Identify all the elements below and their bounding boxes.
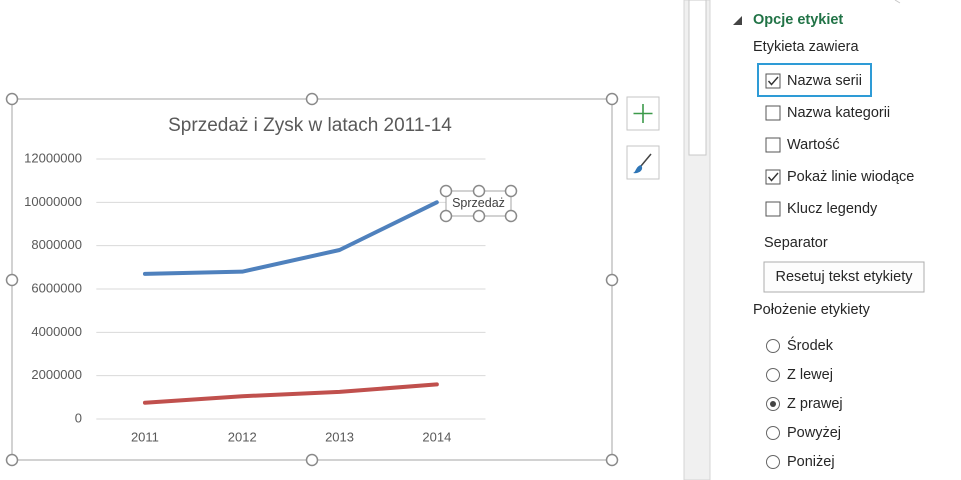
checkbox[interactable]: [765, 201, 781, 217]
chart-handle[interactable]: [5, 92, 19, 106]
y-tick-label: 12000000: [24, 150, 82, 165]
label-handle[interactable]: [504, 184, 518, 198]
label-handle[interactable]: [439, 184, 453, 198]
add-element-button[interactable]: [626, 96, 660, 131]
chart-handle[interactable]: [5, 273, 19, 287]
checkbox-label: Nazwa serii: [787, 73, 862, 89]
radio[interactable]: [766, 339, 780, 353]
y-tick-label: 0: [75, 410, 82, 425]
style-button[interactable]: [626, 145, 660, 180]
collapse-triangle[interactable]: [733, 16, 742, 25]
checkbox[interactable]: [765, 137, 781, 153]
focus-box: [757, 63, 872, 97]
label-handle[interactable]: [472, 184, 486, 198]
series-line[interactable]: [142, 382, 439, 405]
tab-edge: [894, 0, 901, 4]
checkbox-label: Pokaż linie wiodące: [787, 169, 914, 185]
chart-handle[interactable]: [605, 273, 619, 287]
radio-label: Środek: [787, 336, 834, 354]
x-tick-label: 2014: [422, 429, 451, 444]
x-tick-label: 2012: [228, 429, 257, 444]
label-handle[interactable]: [504, 209, 518, 223]
chart-handle[interactable]: [305, 453, 319, 467]
check-mark: [767, 172, 779, 182]
checkbox[interactable]: [765, 105, 781, 121]
chart-handle[interactable]: [5, 453, 19, 467]
label-handle[interactable]: [439, 209, 453, 223]
reset-button[interactable]: [763, 261, 925, 293]
checkbox-label: Nazwa kategorii: [787, 105, 890, 121]
radio-label: Powyżej: [787, 425, 841, 441]
label-handle[interactable]: [472, 209, 486, 223]
checkbox-label: Wartość: [787, 137, 840, 153]
x-tick-label: 2011: [131, 429, 159, 444]
radio-label: Z lewej: [787, 367, 833, 383]
radio-dot: [770, 401, 776, 407]
y-tick-label: 2000000: [31, 367, 82, 382]
contains-heading: Etykieta zawiera: [753, 39, 860, 55]
checkbox[interactable]: [765, 73, 781, 89]
chart-handle[interactable]: [305, 92, 319, 106]
check-mark: [767, 76, 779, 86]
radio[interactable]: [766, 368, 780, 382]
scroll-thumb[interactable]: [688, 0, 707, 156]
separator-label: Separator: [764, 235, 828, 251]
data-label: Sprzedaż: [452, 196, 505, 210]
y-tick-label: 4000000: [31, 324, 82, 339]
y-tick-label: 6000000: [31, 280, 82, 295]
radio-label: Poniżej: [787, 454, 835, 470]
radio[interactable]: [766, 426, 780, 440]
checkbox-label: Klucz legendy: [787, 201, 878, 217]
chart-title: Sprzedaż i Zysk w latach 2011-14: [168, 115, 452, 136]
chart-handle[interactable]: [605, 453, 619, 467]
radio[interactable]: [766, 455, 780, 469]
y-tick-label: 8000000: [31, 237, 82, 252]
position-heading: Położenie etykiety: [753, 302, 871, 318]
checkbox[interactable]: [765, 169, 781, 185]
x-tick-label: 2013: [325, 429, 354, 444]
reset-button-label: Resetuj tekst etykiety: [776, 269, 914, 285]
chart-handle[interactable]: [605, 92, 619, 106]
section-title[interactable]: Opcje etykiet: [753, 12, 843, 28]
radio-label: Z prawej: [787, 396, 843, 412]
series-line[interactable]: [142, 200, 439, 276]
y-tick-label: 10000000: [24, 194, 82, 209]
